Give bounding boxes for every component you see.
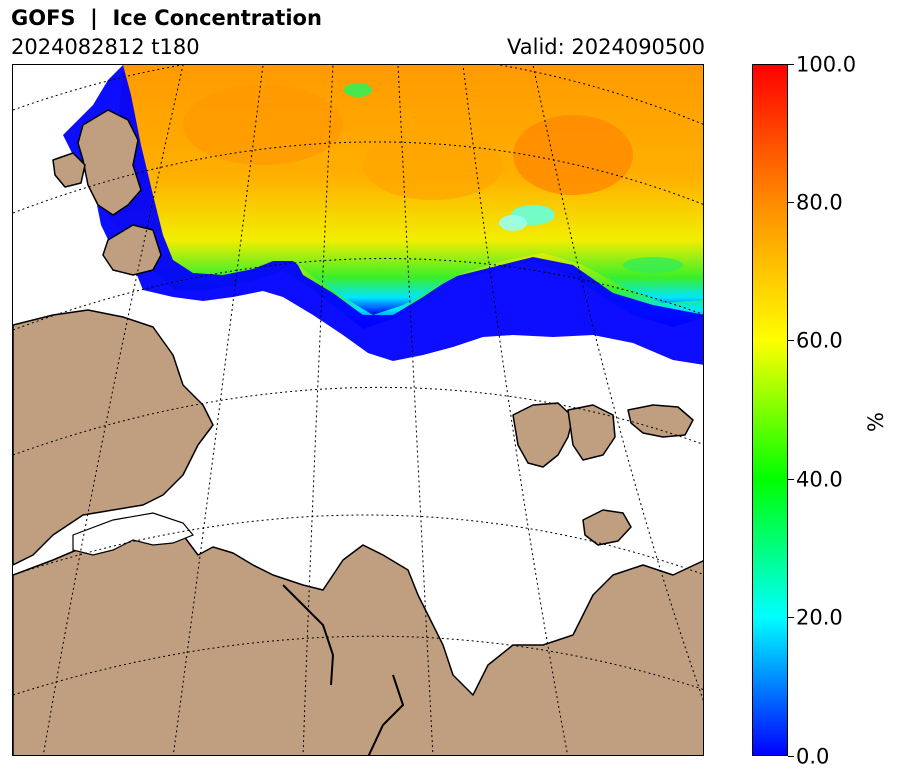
colorbar-tick (788, 202, 794, 203)
rivers (282, 584, 405, 755)
map-panel[interactable] (12, 64, 704, 756)
land-masses (13, 109, 703, 755)
colorbar-tick (788, 617, 794, 618)
colorbar-tick (788, 479, 794, 480)
colorbar-tick-label: 60.0 (796, 328, 843, 353)
colorbar-tick (788, 756, 794, 757)
map-canvas (13, 65, 703, 755)
plot-title: GOFS | Ice Concentration (11, 6, 322, 30)
colorbar-tick-label: 80.0 (796, 190, 843, 215)
colorbar-tick (788, 340, 794, 341)
colorbar-tick-label: 0.0 (796, 744, 830, 769)
colorbar-unit-label: % (863, 412, 888, 432)
run-label: 2024082812 t180 (11, 35, 200, 59)
colorbar-tick-label: 100.0 (796, 52, 857, 77)
graticule (13, 65, 703, 755)
colorbar-tick (788, 64, 794, 65)
colorbar-tick-label: 40.0 (796, 467, 843, 492)
colorbar (752, 64, 788, 756)
white-sea (72, 512, 194, 556)
valid-time-label: Valid: 2024090500 (507, 35, 705, 59)
sea-ice-field (63, 65, 703, 365)
colorbar-tick-label: 20.0 (796, 605, 843, 630)
